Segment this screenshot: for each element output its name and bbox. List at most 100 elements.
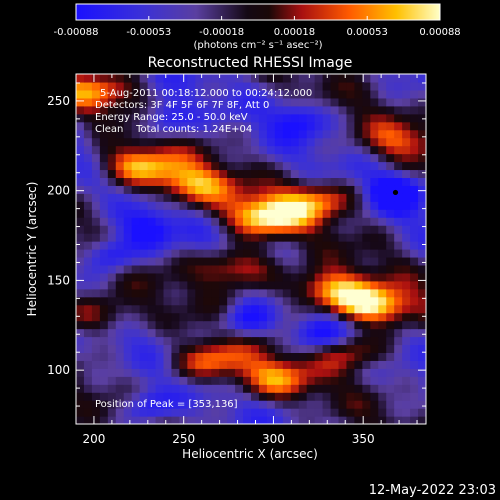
heatmap-cell xyxy=(171,288,180,298)
heatmap-cell xyxy=(410,312,419,322)
heatmap-cell xyxy=(314,352,324,361)
heatmap-cell xyxy=(139,360,149,369)
heatmap-cell xyxy=(179,241,188,250)
heatmap-cell xyxy=(179,408,188,417)
heatmap-cell xyxy=(76,121,85,131)
heatmap-cell xyxy=(322,384,332,393)
heatmap-cell xyxy=(219,233,228,242)
heatmap-cell xyxy=(290,272,300,282)
heatmap-cell xyxy=(346,89,355,99)
heatmap-cell xyxy=(258,217,268,226)
heatmap-cell xyxy=(115,256,125,266)
heatmap-cell xyxy=(163,392,173,401)
heatmap-cell xyxy=(338,368,348,377)
heatmap-cell xyxy=(314,153,324,163)
heatmap-cell xyxy=(76,113,85,123)
heatmap-cell xyxy=(370,400,379,409)
heatmap-cell xyxy=(76,137,85,147)
heatmap-cell xyxy=(131,201,141,210)
heatmap-cell xyxy=(394,201,403,210)
heatmap-cell xyxy=(171,249,180,258)
heatmap-cell xyxy=(370,185,379,194)
heatmap-cell xyxy=(410,169,419,178)
heatmap-cell xyxy=(115,161,125,171)
heatmap-cell xyxy=(203,129,212,139)
heatmap-cell xyxy=(378,81,387,91)
heatmap-cell xyxy=(330,400,340,409)
heatmap-cell xyxy=(274,249,284,258)
heatmap-cell xyxy=(187,376,196,385)
heatmap-cell xyxy=(306,81,316,91)
heatmap-cell xyxy=(282,256,292,266)
heatmap-cell xyxy=(219,384,228,393)
heatmap-cell xyxy=(211,296,220,306)
heatmap-cell xyxy=(115,81,125,91)
heatmap-cell xyxy=(394,400,403,409)
heatmap-cell xyxy=(370,241,379,250)
heatmap-cell xyxy=(155,97,165,107)
heatmap-cell xyxy=(76,312,85,322)
heatmap-cell xyxy=(258,161,268,171)
heatmap-cell xyxy=(235,233,244,242)
heatmap-cell xyxy=(211,416,220,424)
heatmap-cell xyxy=(354,328,363,338)
heatmap-cell xyxy=(211,360,220,369)
heatmap-cell xyxy=(227,400,236,409)
heatmap-cell xyxy=(346,137,355,147)
heatmap-cell xyxy=(195,145,204,155)
heatmap-cell xyxy=(386,256,395,266)
heatmap-cell xyxy=(258,137,268,147)
heatmap-cell xyxy=(251,113,260,123)
heatmap-cell xyxy=(115,312,125,322)
heatmap-cell xyxy=(139,81,149,91)
heatmap-cell xyxy=(76,201,85,210)
heatmap-cell xyxy=(394,81,403,91)
heatmap-cell xyxy=(147,121,157,131)
heatmap-cell xyxy=(266,384,276,393)
heatmap-cell xyxy=(402,368,411,377)
heatmap-cell xyxy=(203,201,212,210)
heatmap-cell xyxy=(402,392,411,401)
heatmap-cell xyxy=(171,169,180,178)
heatmap-cell xyxy=(298,376,308,385)
heatmap-cell xyxy=(251,241,260,250)
heatmap-cell xyxy=(251,201,260,210)
heatmap-cell xyxy=(179,352,188,361)
heatmap-cell xyxy=(418,368,426,377)
heatmap-cell xyxy=(274,74,284,83)
heatmap-cell xyxy=(378,113,387,123)
heatmap-cell xyxy=(131,153,141,163)
heatmap-cell xyxy=(203,312,212,322)
heatmap-cell xyxy=(394,320,403,330)
heatmap-cell xyxy=(123,376,133,385)
heatmap-cell xyxy=(298,360,308,369)
heatmap-cell xyxy=(322,169,332,178)
heatmap-cell xyxy=(402,74,411,83)
heatmap-cell xyxy=(338,161,348,171)
heatmap-cell xyxy=(163,177,173,186)
heatmap-cell xyxy=(219,288,228,298)
heatmap-cell xyxy=(314,296,324,306)
heatmap-cell xyxy=(139,280,149,290)
heatmap-cell xyxy=(394,193,403,202)
heatmap-cell xyxy=(410,416,419,424)
heatmap-cell xyxy=(203,74,212,83)
heatmap-cell xyxy=(171,264,180,274)
heatmap-cell xyxy=(362,137,371,147)
heatmap-cell xyxy=(76,233,85,242)
heatmap-cell xyxy=(314,185,324,194)
heatmap-cell xyxy=(139,392,149,401)
heatmap-cell xyxy=(195,233,204,242)
heatmap-cell xyxy=(418,416,426,424)
heatmap-cell xyxy=(306,121,316,131)
heatmap-cell xyxy=(266,233,276,242)
heatmap-cell xyxy=(76,74,85,83)
heatmap-cell xyxy=(195,320,204,330)
heatmap-cell xyxy=(418,185,426,194)
heatmap-cell xyxy=(394,161,403,171)
heatmap-cell xyxy=(290,161,300,171)
heatmap-cell xyxy=(211,169,220,178)
heatmap-cell xyxy=(322,280,332,290)
heatmap-cell xyxy=(378,145,387,155)
heatmap-cell xyxy=(346,408,355,417)
